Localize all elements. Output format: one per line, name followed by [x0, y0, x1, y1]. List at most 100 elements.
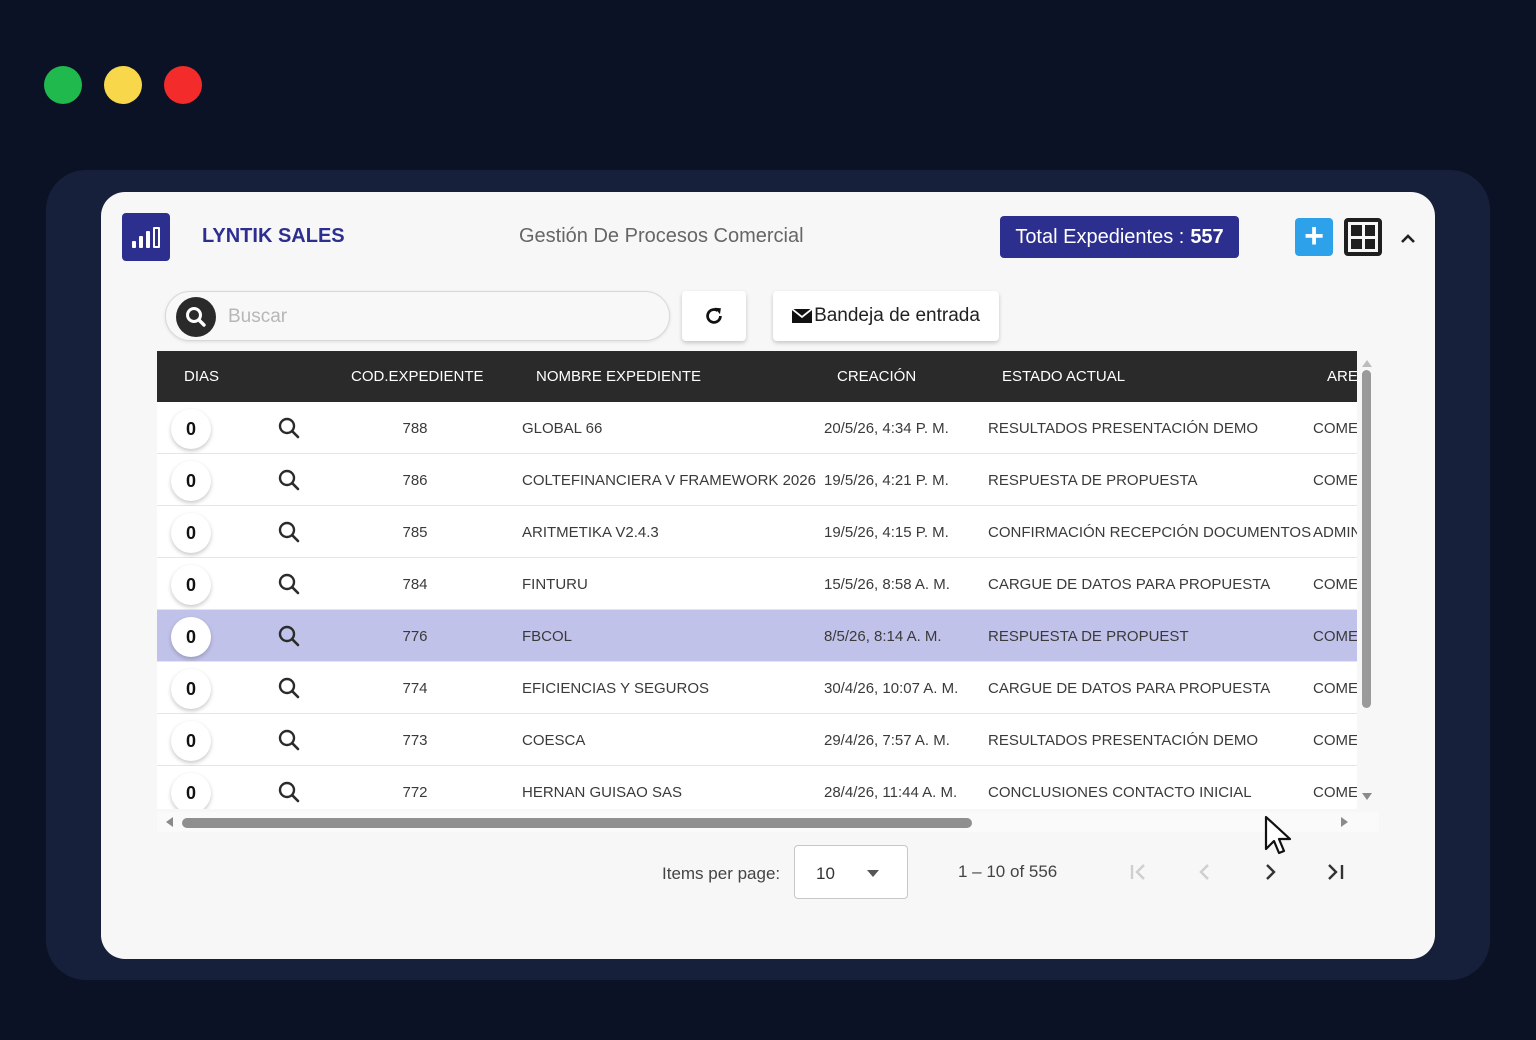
last-page-icon[interactable] — [1320, 857, 1350, 887]
refresh-icon — [706, 307, 722, 324]
col-nombre-expediente[interactable]: NOMBRE EXPEDIENTE — [536, 368, 702, 385]
view-details-search-icon[interactable] — [277, 416, 301, 440]
search-input[interactable] — [228, 302, 648, 332]
cell-creacion: 19/5/26, 4:21 P. M. — [824, 472, 949, 489]
cell-cod-expediente: 774 — [402, 680, 428, 697]
items-per-page-label: Items per page: — [662, 864, 781, 883]
view-details-search-icon[interactable] — [277, 780, 301, 804]
cell-creacion: 8/5/26, 8:14 A. M. — [824, 628, 942, 645]
page-range: 1 – 10 of 556 — [958, 862, 1058, 881]
cell-cod-expediente: 788 — [402, 420, 428, 437]
chevron-up-icon[interactable] — [1397, 228, 1419, 248]
window-close-button[interactable] — [164, 66, 202, 104]
inbox-label: Bandeja de entrada — [814, 305, 980, 326]
app-card: LYNTIK SALES Gestión De Procesos Comerci… — [101, 192, 1435, 959]
page-size-select[interactable]: 10 — [794, 845, 908, 899]
cell-estado-actual: RESPUESTA DE PROPUEST — [988, 628, 1189, 645]
cell-nombre-expediente: EFICIENCIAS Y SEGUROS — [522, 680, 709, 697]
view-details-search-icon[interactable] — [277, 468, 301, 492]
cell-nombre-expediente: COLTEFINANCIERA V FRAMEWORK 2026 — [522, 472, 816, 489]
cell-creacion: 30/4/26, 10:07 A. M. — [824, 680, 959, 697]
cell-nombre-expediente: HERNAN GUISAO SAS — [522, 784, 683, 801]
cell-creacion: 19/5/26, 4:15 P. M. — [824, 524, 949, 541]
search-icon[interactable] — [176, 297, 216, 337]
table-body: 0 788 GLOBAL 66 20/5/26, 4:34 P. M. RESULTAD… — [157, 402, 1357, 809]
col-estado-actual[interactable]: ESTADO ACTUAL — [1002, 368, 1126, 385]
search-box — [165, 291, 670, 341]
view-details-search-icon[interactable] — [277, 572, 301, 596]
cell-cod-expediente: 776 — [402, 628, 428, 645]
table-row[interactable]: 0 786 COLTEFINANCIERA V FRAMEWORK 2026 19/5… — [157, 454, 1357, 506]
days-badge: 0 — [171, 773, 211, 809]
previous-page-icon[interactable] — [1190, 857, 1220, 887]
days-badge: 0 — [171, 669, 211, 709]
inbox-button[interactable]: Bandeja de entrada — [773, 291, 999, 341]
table-row[interactable]: 0 774 EFICIENCIAS Y SEGUROS 30/4/26, 10:07 … — [157, 662, 1357, 714]
view-details-search-icon[interactable] — [277, 676, 301, 700]
page-size-value: 10 — [816, 864, 835, 883]
vertical-scroll-thumb[interactable] — [1362, 370, 1371, 708]
view-details-search-icon[interactable] — [277, 624, 301, 648]
window-minimize-button[interactable] — [104, 66, 142, 104]
next-page-icon[interactable] — [1255, 857, 1285, 887]
cell-nombre-expediente: COESCA — [522, 732, 586, 749]
dashboard-layout-icon[interactable] — [1344, 218, 1382, 256]
days-badge: 0 — [171, 513, 211, 553]
window-maximize-button[interactable] — [44, 66, 82, 104]
cell-creacion: 29/4/26, 7:57 A. M. — [824, 732, 950, 749]
bar-chart-icon[interactable] — [122, 213, 170, 261]
total-expedientes-badge: Total Expedientes : 557 — [1000, 216, 1239, 258]
col-creacion[interactable]: CREACIÓN — [837, 368, 917, 385]
col-dias[interactable]: DIAS — [184, 368, 220, 385]
envelope-icon — [792, 308, 813, 323]
days-badge: 0 — [171, 617, 211, 657]
cell-estado-actual: RESULTADOS PRESENTACIÓN DEMO — [988, 732, 1259, 749]
days-badge: 0 — [171, 409, 211, 449]
cell-estado-actual: CONFIRMACIÓN RECEPCIÓN DOCUMENTOS — [988, 524, 1312, 541]
table-row[interactable]: 0 788 GLOBAL 66 20/5/26, 4:34 P. M. RESULTAD… — [157, 402, 1357, 454]
cell-nombre-expediente: FBCOL — [522, 628, 573, 645]
days-badge: 0 — [171, 461, 211, 501]
cell-cod-expediente: 785 — [402, 524, 428, 541]
total-label: Total Expedientes : — [1015, 225, 1185, 248]
table-row[interactable]: 0 785 ARITMETIKA V2.4.3 19/5/26, 4:15 P. M.… — [157, 506, 1357, 558]
view-details-search-icon[interactable] — [277, 520, 301, 544]
vertical-scrollbar[interactable] — [1358, 351, 1376, 809]
cell-cod-expediente: 784 — [402, 576, 428, 593]
cell-estado-actual: RESULTADOS PRESENTACIÓN DEMO — [988, 420, 1259, 437]
table-header: DIAS COD.EXPEDIENTE NOMBRE EXPEDIENTE CR… — [157, 351, 1357, 402]
table-row[interactable]: 0 773 COESCA 29/4/26, 7:57 A. M. RESULTADOS … — [157, 714, 1357, 766]
table-row[interactable]: 0 776 FBCOL 8/5/26, 8:14 A. M. RESPUESTA DE … — [157, 610, 1357, 662]
days-badge: 0 — [171, 565, 211, 605]
col-cod-expediente[interactable]: COD.EXPEDIENTE — [351, 368, 484, 385]
app-name: LYNTIK SALES — [202, 225, 345, 247]
cell-nombre-expediente: GLOBAL 66 — [522, 420, 603, 437]
add-button[interactable]: + — [1295, 218, 1333, 256]
page-subtitle: Gestión De Procesos Comercial — [519, 225, 804, 247]
cell-creacion: 28/4/26, 11:44 A. M. — [824, 784, 958, 801]
table-row[interactable]: 0 772 HERNAN GUISAO SAS 28/4/26, 11:44 A. M… — [157, 766, 1357, 809]
cell-estado-actual: CARGUE DE DATOS PARA PROPUESTA — [988, 680, 1271, 697]
expedientes-table: DIAS COD.EXPEDIENTE NOMBRE EXPEDIENTE CR… — [157, 351, 1357, 809]
cell-area: ADMIN — [1313, 524, 1357, 541]
table-row[interactable]: 0 784 FINTURU 15/5/26, 8:58 A. M. CARGUE DE … — [157, 558, 1357, 610]
first-page-icon[interactable] — [1124, 857, 1154, 887]
view-details-search-icon[interactable] — [277, 728, 301, 752]
horizontal-scroll-thumb[interactable] — [182, 818, 972, 828]
days-badge: 0 — [171, 721, 211, 761]
plus-icon: + — [1304, 217, 1324, 255]
mouse-cursor-icon — [1264, 815, 1292, 855]
caret-down-icon — [867, 870, 879, 877]
refresh-button[interactable] — [682, 291, 746, 341]
cell-nombre-expediente: ARITMETIKA V2.4.3 — [522, 524, 659, 541]
cell-cod-expediente: 786 — [402, 472, 428, 489]
cell-estado-actual: CONCLUSIONES CONTACTO INICIAL — [988, 784, 1252, 801]
cell-cod-expediente: 773 — [402, 732, 428, 749]
col-area[interactable]: ARE — [1327, 368, 1357, 385]
